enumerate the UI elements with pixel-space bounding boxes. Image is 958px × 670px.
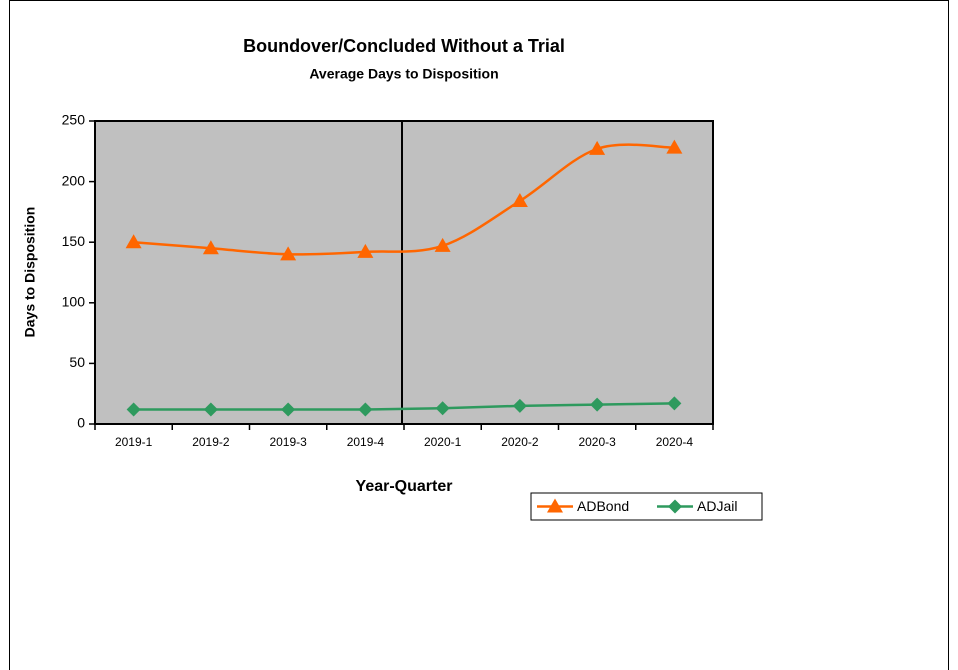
x-axis-label: Year-Quarter [356,478,453,495]
y-tick-label: 200 [62,172,86,188]
diamond-marker [358,402,373,417]
y-tick-label: 50 [69,354,85,370]
x-tick-label: 2020-1 [424,435,462,449]
legend-label: ADJail [697,498,737,514]
diamond-marker [126,402,141,417]
x-tick-label: 2019-2 [192,435,230,449]
triangle-marker [511,192,528,207]
diamond-marker [512,398,527,413]
y-axis-label: Days to Disposition [22,207,38,338]
diamond-marker [435,401,450,416]
y-tick-label: 0 [77,415,85,431]
legend-label: ADBond [577,498,629,514]
triangle-marker [280,246,297,261]
diamond-marker [667,396,682,411]
diamond-marker [668,499,682,514]
y-tick-label: 250 [62,112,86,128]
triangle-marker [434,237,451,252]
chart-title: Boundover/Concluded Without a Trial [243,36,565,56]
chart-subtitle: Average Days to Disposition [309,66,498,82]
x-tick-label: 2020-3 [578,435,616,449]
diamond-marker [203,402,218,417]
triangle-marker [589,140,606,155]
series-line [133,402,675,411]
triangle-marker [547,498,563,513]
y-tick-label: 150 [62,233,86,249]
x-tick-label: 2019-1 [115,435,153,449]
triangle-marker [357,243,374,258]
triangle-marker [666,139,683,154]
x-tick-label: 2020-2 [501,435,539,449]
triangle-marker [125,234,142,249]
x-tick-label: 2020-4 [656,435,694,449]
series-line [133,143,675,256]
x-tick-label: 2019-4 [347,435,385,449]
plot-area [94,120,714,425]
x-tick-label: 2019-3 [269,435,307,449]
y-tick-label: 100 [62,294,86,310]
diamond-marker [590,397,605,412]
diamond-marker [281,402,296,417]
triangle-marker [202,240,219,255]
